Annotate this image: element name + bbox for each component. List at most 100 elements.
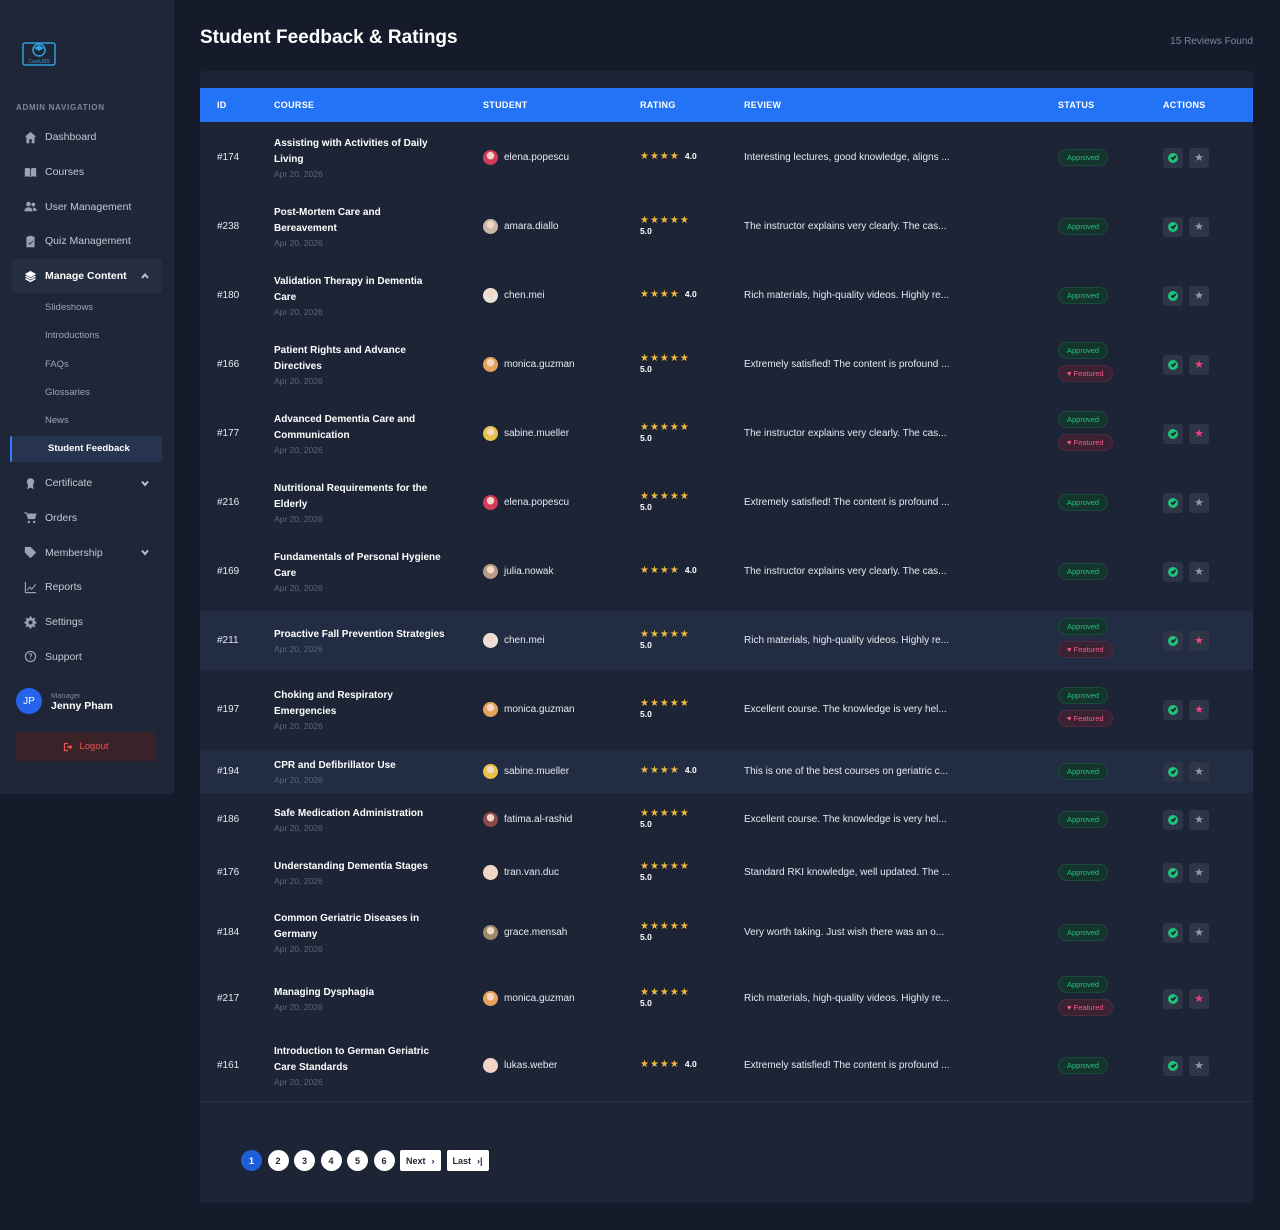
last-page-button[interactable]: Last ›| (446, 1150, 489, 1171)
sidebar-subitem-glossaries[interactable]: Glossaries (45, 386, 90, 398)
sidebar-item-support[interactable]: Support (0, 639, 174, 674)
course-title[interactable]: Emergencies (274, 705, 337, 717)
feature-button[interactable]: ★ (1189, 147, 1209, 168)
approve-button[interactable] (1163, 922, 1183, 943)
approve-button[interactable] (1163, 147, 1183, 168)
feature-button[interactable]: ★ (1189, 285, 1209, 306)
course-title[interactable]: Living (274, 153, 304, 165)
sidebar-subitem-slideshows[interactable]: Slideshows (45, 302, 94, 314)
sidebar-item-courses[interactable]: Courses (0, 155, 174, 190)
approve-button[interactable] (1163, 630, 1183, 651)
course-title[interactable]: Post-Mortem Care and (274, 206, 381, 218)
approve-button[interactable] (1163, 561, 1183, 582)
course-title[interactable]: Communication (274, 429, 350, 441)
course-title[interactable]: Proactive Fall Prevention Strategies (274, 628, 445, 640)
approve-button[interactable] (1163, 354, 1183, 375)
approve-button[interactable] (1163, 492, 1183, 513)
approve-button[interactable] (1163, 699, 1183, 720)
sidebar-item-user-management[interactable]: User Management (0, 189, 174, 224)
sidebar-subitem-introductions[interactable]: Introductions (45, 330, 100, 342)
feature-button[interactable]: ★ (1189, 423, 1209, 444)
feature-button[interactable]: ★ (1189, 862, 1209, 883)
sidebar-subitem-news[interactable]: News (45, 415, 69, 427)
sidebar-item-manage-content[interactable]: Manage Content (12, 258, 162, 294)
table-row[interactable]: #194 CPR and Defibrillator Use Apr 20, 202… (200, 750, 1253, 793)
course-date: Apr 20, 2026 (274, 720, 323, 731)
sidebar-item-settings[interactable]: Settings (0, 605, 174, 640)
approve-button[interactable] (1163, 216, 1183, 237)
course-title[interactable]: Care (274, 567, 297, 579)
table-row[interactable]: #217 Managing Dysphagia Apr 20, 2026 monica… (200, 966, 1253, 1031)
approve-button[interactable] (1163, 862, 1183, 883)
course-title[interactable]: Safe Medication Administration (274, 807, 424, 819)
course-title[interactable]: Common Geriatric Diseases in (274, 912, 420, 924)
course-title[interactable]: Fundamentals of Personal Hygiene (274, 551, 441, 563)
feature-button[interactable]: ★ (1189, 761, 1209, 782)
course-title[interactable]: Advanced Dementia Care and (274, 413, 416, 425)
table-row[interactable]: #169 Fundamentals of Personal Hygiene Care… (200, 537, 1253, 606)
feature-button[interactable]: ★ (1189, 809, 1209, 830)
course-title[interactable]: Managing Dysphagia (274, 986, 375, 998)
page-2-button[interactable]: 2 (267, 1150, 289, 1171)
feature-button[interactable]: ★ (1189, 630, 1209, 651)
feature-button[interactable]: ★ (1189, 988, 1209, 1009)
table-row[interactable]: #174 Assisting with Activities of Daily Li… (200, 123, 1253, 192)
feature-button[interactable]: ★ (1189, 216, 1209, 237)
logo[interactable]: CareLMS (22, 37, 56, 71)
table-row[interactable]: #211 Proactive Fall Prevention Strategies… (200, 611, 1253, 670)
table-row[interactable]: #161 Introduction to German Geriatric Care… (200, 1031, 1253, 1100)
course-title[interactable]: Germany (274, 928, 318, 940)
table-row[interactable]: #176 Understanding Dementia Stages Apr 20,… (200, 846, 1253, 899)
course-title[interactable]: Care (274, 291, 297, 303)
page-5-button[interactable]: 5 (347, 1150, 368, 1171)
sidebar-item-quiz-management[interactable]: Quiz Management (0, 224, 174, 259)
course-title[interactable]: Assisting with Activities of Daily (274, 137, 428, 149)
course-title[interactable]: Care Standards (274, 1061, 348, 1073)
table-row[interactable]: #166 Patient Rights and Advance Directives… (200, 330, 1253, 399)
page-6-button[interactable]: 6 (373, 1150, 395, 1171)
table-row[interactable]: #216 Nutritional Requirements for the Elde… (200, 468, 1253, 537)
page-1-button[interactable]: 1 (241, 1150, 262, 1171)
approve-button[interactable] (1163, 761, 1183, 782)
approve-button[interactable] (1163, 423, 1183, 444)
table-row[interactable]: #184 Common Geriatric Diseases in Germany A… (200, 899, 1253, 966)
course-title[interactable]: Nutritional Requirements for the (274, 482, 428, 494)
course-title[interactable]: Elderly (274, 498, 308, 510)
next-page-button[interactable]: Next › (400, 1150, 441, 1171)
table-row[interactable]: #180 Validation Therapy in Dementia Care Ap… (200, 261, 1253, 330)
sidebar-subitem-faqs[interactable]: FAQs (45, 358, 69, 370)
course-title[interactable]: Introduction to German Geriatric (274, 1045, 430, 1057)
table-row[interactable]: #186 Safe Medication Administration Apr 20… (200, 793, 1253, 846)
feature-button[interactable]: ★ (1189, 699, 1209, 720)
course-title[interactable]: Validation Therapy in Dementia (274, 275, 423, 287)
review-text: Very worth taking. Just wish there was a… (744, 926, 945, 938)
sidebar-subitem-student-feedback[interactable]: Student Feedback (10, 435, 162, 462)
course-title[interactable]: Bereavement (274, 222, 337, 234)
sidebar-item-orders[interactable]: Orders (0, 501, 174, 536)
feature-button[interactable]: ★ (1189, 1055, 1209, 1076)
logout-button[interactable]: Logout (16, 732, 156, 761)
sidebar-item-dashboard[interactable]: Dashboard (0, 120, 174, 155)
course-title[interactable]: Directives (274, 360, 322, 372)
feature-button[interactable]: ★ (1189, 492, 1209, 513)
feature-button[interactable]: ★ (1189, 922, 1209, 943)
page-4-button[interactable]: 4 (320, 1150, 342, 1171)
sidebar-item-reports[interactable]: Reports (0, 570, 174, 605)
sidebar-item-certificate[interactable]: Certificate (0, 466, 174, 501)
approve-button[interactable] (1163, 1055, 1183, 1076)
course-title[interactable]: Choking and Respiratory (274, 689, 393, 701)
approve-button[interactable] (1163, 988, 1183, 1009)
course-title[interactable]: Patient Rights and Advance (274, 344, 406, 356)
course-title[interactable]: CPR and Defibrillator Use (274, 759, 396, 771)
sidebar-item-membership[interactable]: Membership (0, 535, 174, 570)
approve-button[interactable] (1163, 285, 1183, 306)
table-row[interactable]: #238 Post-Mortem Care and Bereavement Apr 2… (200, 192, 1253, 261)
page-3-button[interactable]: 3 (294, 1150, 315, 1171)
approve-button[interactable] (1163, 809, 1183, 830)
table-row[interactable]: #197 Choking and Respiratory Emergencies Ap… (200, 670, 1253, 749)
course-title[interactable]: Understanding Dementia Stages (274, 860, 428, 872)
table-row[interactable]: #177 Advanced Dementia Care and Communicat… (200, 399, 1253, 468)
user-profile[interactable]: JP Manager Jenny Pham (16, 688, 113, 714)
feature-button[interactable]: ★ (1189, 354, 1209, 375)
feature-button[interactable]: ★ (1189, 561, 1209, 582)
